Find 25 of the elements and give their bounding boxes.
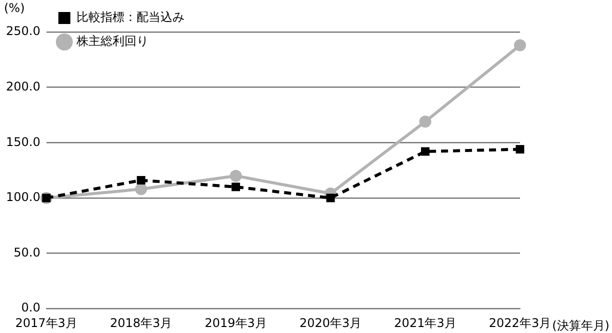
point <box>232 182 240 192</box>
y-tick-label: 150.0 <box>6 134 40 149</box>
legend-label: 比較指標：配当込み <box>76 10 184 24</box>
y-tick-label: 250.0 <box>6 24 40 38</box>
y-axis-title: (%) <box>4 1 25 16</box>
point <box>135 183 148 196</box>
x-tick-label: 2018年3月 <box>110 316 172 330</box>
x-tick-label: 2019年3月 <box>204 316 267 330</box>
point <box>419 116 432 128</box>
x-tick-label: 2021年3月 <box>394 316 456 330</box>
y-tick-label: 200.0 <box>6 79 40 94</box>
point <box>136 176 146 184</box>
y-tick-label: 0.0 <box>21 300 40 315</box>
point <box>514 39 526 52</box>
y-tick-label: 100.0 <box>6 190 40 204</box>
x-axis-title: (決算年月) <box>552 318 610 333</box>
point <box>516 145 524 154</box>
point <box>326 194 335 202</box>
point <box>421 147 430 156</box>
y-tick-label: 50.0 <box>14 245 40 260</box>
x-tick-label: 2022年3月 <box>488 316 552 330</box>
point <box>230 170 242 182</box>
x-tick-label: 2017年3月 <box>15 316 78 330</box>
legend-label: 株主総利回り <box>75 34 148 48</box>
x-tick-label: 2020年3月 <box>299 316 362 330</box>
